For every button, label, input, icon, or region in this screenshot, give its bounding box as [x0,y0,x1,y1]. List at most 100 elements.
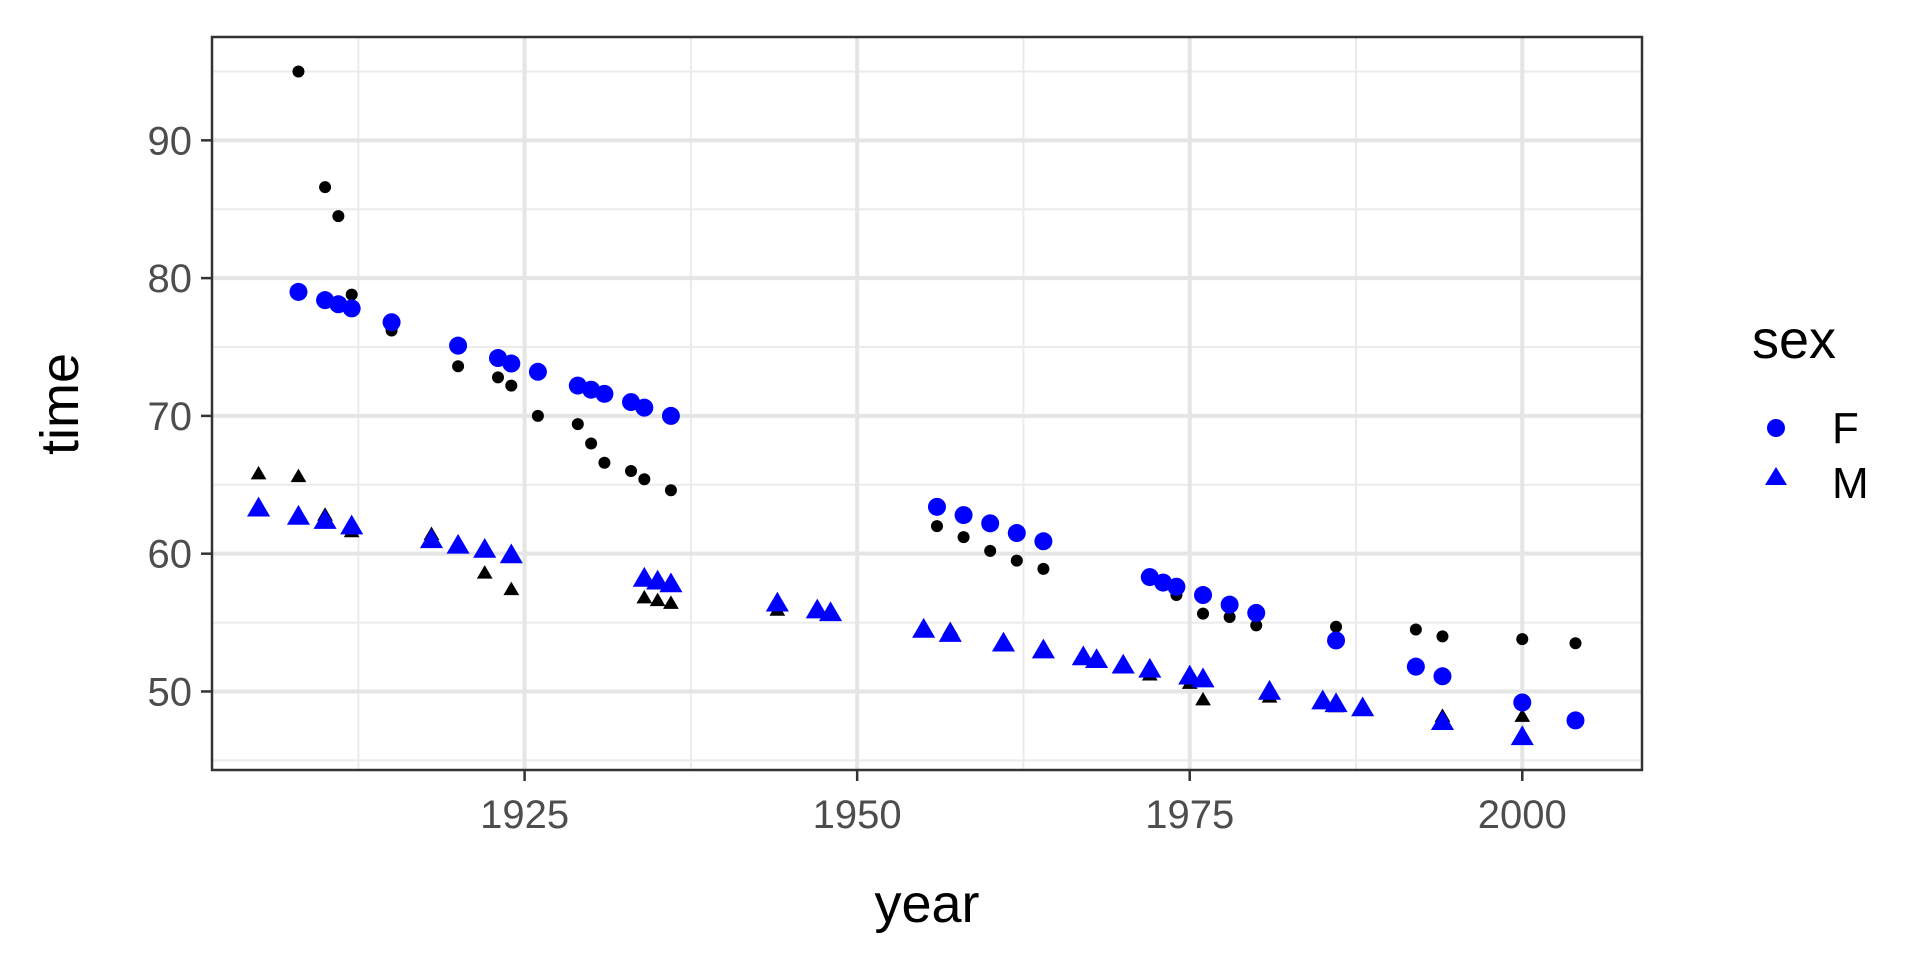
fitted-m-point [286,504,311,525]
observed-f-point [625,465,638,478]
fitted-m-point [1191,667,1215,688]
fitted-f-point [1513,693,1532,712]
observed-f-point [531,409,544,422]
fitted-m-point [313,509,337,529]
y-tick-label: 50 [148,670,193,714]
observed-f-point [319,181,332,194]
observed-m-point [250,465,267,480]
observed-f-point [492,371,504,384]
fitted-f-point [1247,603,1266,622]
legend-key-circle [1767,419,1785,437]
legend-label-m: M [1832,459,1869,508]
fitted-m-point [1138,657,1162,678]
legend-key-triangle [1765,467,1787,485]
plot-panel-border [210,35,1644,772]
fitted-m-point [1178,664,1202,685]
fitted-f-point [382,313,401,332]
observed-f-point [505,379,518,392]
observed-f-point [638,473,651,486]
grid-lines [212,37,1642,770]
fitted-f-point [1194,586,1213,605]
legend-title: sex [1752,310,1836,370]
x-axis-title: year [874,874,979,934]
observed-m-point [649,592,666,607]
fitted-m-point [991,631,1016,652]
observed-f-point [1436,630,1449,643]
observed-m-point [290,468,307,483]
observed-m-point [1514,708,1531,722]
x-tick-label: 1925 [480,793,569,837]
plot-panel-background [212,37,1642,770]
fitted-f-point [342,299,361,318]
fitted-f-point [1566,711,1585,730]
observed-f-point [1330,620,1343,633]
axes: 1925 1950 1975 2000 50 60 70 80 90 [148,119,1567,837]
observed-f-point [598,456,611,469]
fitted-m-point [646,569,670,590]
observed-f-point [1223,611,1236,624]
fitted-f-point [635,398,654,417]
fitted-f-point [1327,631,1346,650]
fitted-f-point [449,336,468,355]
fitted-f-point [1007,524,1026,543]
y-tick-label: 60 [148,533,193,577]
fitted-m-point [805,598,829,619]
fitted-m-point [659,572,683,593]
data-points [247,65,1585,746]
observed-f-point [452,360,465,373]
legend-label-f: F [1832,404,1859,453]
x-tick-label: 1950 [813,793,902,837]
fitted-m-point [938,622,962,642]
observed-f-point [930,520,943,533]
fitted-m-point [340,514,364,535]
fitted-m-point [1510,725,1534,746]
observed-m-point [503,581,520,596]
observed-f-point [1037,562,1050,575]
fitted-f-point [1406,657,1425,676]
fitted-m-point [1085,648,1109,669]
fitted-m-point [912,617,936,638]
observed-f-point [332,210,345,223]
legend: sex F M [1752,310,1869,508]
fitted-m-point [419,528,444,549]
observed-f-point [571,418,584,431]
observed-f-point [984,544,997,557]
observed-f-point [1250,619,1263,632]
fitted-m-point [247,496,271,517]
fitted-m-point [632,566,656,587]
fitted-m-point [1324,692,1348,713]
observed-f-point [664,484,677,497]
fitted-m-point [1430,710,1455,731]
fitted-m-point [1257,679,1282,700]
y-tick-label: 70 [148,395,193,439]
observed-f-point [1569,637,1582,650]
fitted-m-point [1031,638,1055,659]
y-tick-label: 90 [148,119,193,163]
y-tick-label: 80 [148,257,193,301]
observed-f-point [1516,633,1529,646]
observed-f-point [957,531,970,544]
fitted-f-point [927,497,946,516]
fitted-f-point [1167,577,1186,596]
fitted-f-point [661,406,680,425]
fitted-m-point [473,537,497,558]
observed-m-point [476,565,493,579]
fitted-m-point [765,591,789,612]
x-tick-label: 1975 [1145,793,1234,837]
fitted-f-point [954,506,973,525]
fitted-m-point [1311,689,1335,710]
observed-f-point [1409,623,1422,636]
observed-f-point [585,437,598,450]
fitted-m-point [1071,645,1095,666]
observed-f-point [292,65,305,78]
observed-f-point [345,288,358,301]
x-tick-label: 2000 [1478,793,1567,837]
observed-m-point [663,595,679,609]
observed-m-point [636,589,653,604]
fitted-f-point [502,354,521,373]
fitted-f-point [528,362,547,381]
fitted-m-point [819,601,843,622]
fitted-f-point [1433,667,1452,686]
fitted-m-point [446,533,470,554]
